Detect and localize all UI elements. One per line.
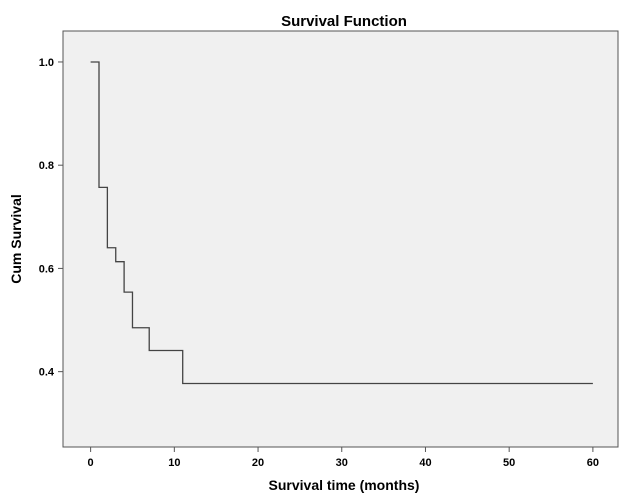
x-tick-label: 0 — [88, 457, 94, 469]
x-axis: 0 10 20 30 40 50 60 — [88, 447, 599, 469]
x-tick-label: 50 — [503, 457, 515, 469]
y-tick-label: 0.6 — [39, 263, 54, 275]
x-tick-label: 40 — [419, 457, 431, 469]
y-axis-label: Cum Survival — [8, 194, 24, 283]
y-tick-label: 0.4 — [39, 367, 55, 379]
x-tick-label: 60 — [587, 457, 599, 469]
x-axis-label: Survival time (months) — [269, 477, 420, 493]
chart-title: Survival Function — [281, 13, 407, 30]
plot-area — [62, 30, 619, 448]
survival-step-line — [90, 61, 593, 385]
y-tick-label: 1.0 — [39, 57, 54, 69]
x-tick-label: 20 — [252, 457, 264, 469]
x-tick-label: 30 — [336, 457, 348, 469]
y-axis: 0.4 0.6 0.8 1.0 — [39, 57, 63, 379]
x-tick-label: 10 — [168, 457, 180, 469]
y-tick-label: 0.8 — [39, 160, 54, 172]
